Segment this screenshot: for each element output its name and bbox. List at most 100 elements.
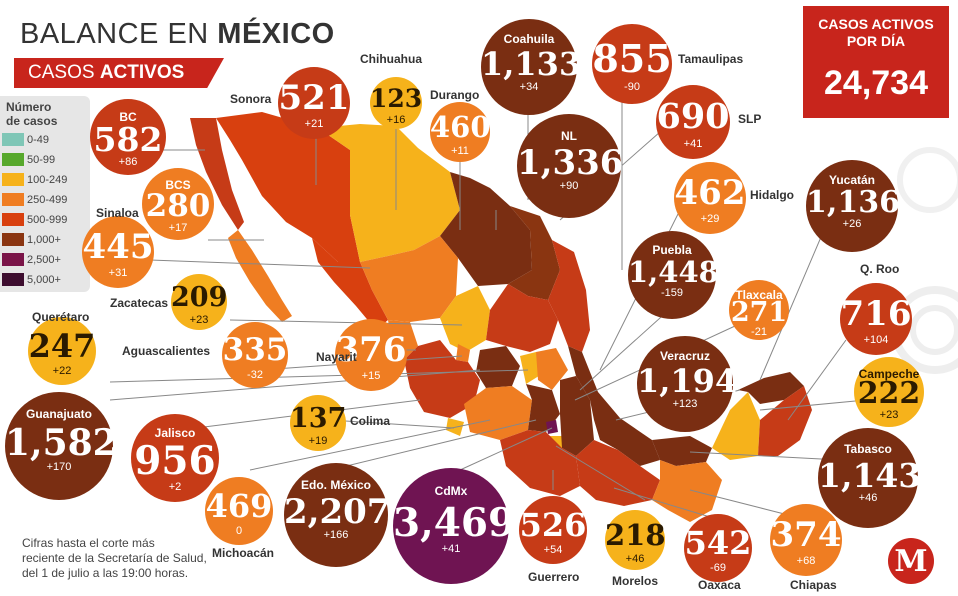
- state-delta: +46: [625, 553, 645, 565]
- state-name: Jalisco: [154, 426, 196, 440]
- state-bubble-bcs: BCS 280 +17: [142, 168, 214, 240]
- state-bubble-tlaxcala: Tlaxcala 271 -21: [729, 280, 789, 340]
- legend: Número de casos 0-49 50-99 100-249 250-499 50…: [0, 96, 90, 292]
- state-delta: +86: [118, 156, 138, 168]
- state-delta: +68: [796, 555, 816, 567]
- state-value: 1,336: [517, 143, 624, 183]
- legend-label: 0-49: [27, 133, 50, 146]
- legend-title: Número de casos: [6, 100, 58, 128]
- state-coahuila: [440, 172, 532, 286]
- state-bubble-guerrero: 526 +54: [519, 496, 587, 564]
- state-value: 462: [674, 173, 746, 213]
- state-name: Edo. México: [300, 478, 371, 492]
- state-value: 376: [335, 330, 407, 370]
- legend-item: 2,500+: [2, 252, 61, 267]
- state-bubble-chiapas: 374 +68: [770, 504, 842, 576]
- state-name-label: Michoacán: [212, 546, 275, 560]
- state-value: 209: [171, 282, 228, 313]
- footnote-line: reciente de la Secretaría de Salud,: [22, 551, 207, 565]
- state-value: 1,582: [5, 422, 118, 464]
- state-name: Yucatán: [828, 173, 876, 187]
- state-value: 271: [730, 297, 788, 328]
- state-bubble-veracruz: Veracruz 1,194 +123: [637, 336, 738, 432]
- legend-item: 1,000+: [2, 232, 61, 247]
- state-name-label: Aguascalientes: [122, 344, 211, 358]
- state-name: Campeche: [858, 367, 920, 381]
- state-name-label: Durango: [430, 88, 480, 102]
- state-bubble-coahuila: Coahuila 1,133 +34: [481, 19, 581, 115]
- kpi-label: CASOS ACTIVOS POR DÍA: [818, 16, 934, 49]
- state-bubble-tamaulipas: 855 -90: [592, 24, 672, 104]
- legend-label: 2,500+: [27, 253, 61, 266]
- legend-swatch: [2, 253, 24, 266]
- legend-swatch: [2, 213, 24, 226]
- legend-item: 250-499: [2, 192, 67, 207]
- footnote: Cifras hasta el corte más reciente de la…: [22, 536, 207, 581]
- state-delta: -21: [751, 326, 767, 338]
- state-name: Guanajuato: [25, 407, 92, 421]
- legend-label: 500-999: [27, 213, 68, 226]
- state-bubble-edo-m-xico: Edo. México 2,207 +166: [284, 463, 390, 567]
- state-bubble-michoac-n: 469 0: [205, 477, 273, 545]
- page-subtitle: CASOS ACTIVOS: [14, 58, 224, 88]
- state-name-label: Tamaulipas: [678, 52, 744, 66]
- state-bubble-yucat-n: Yucatán 1,136 +26: [806, 160, 900, 252]
- state-delta: +16: [386, 114, 406, 126]
- state-value: 1,194: [637, 362, 738, 400]
- state-delta: +31: [108, 267, 128, 279]
- state-bubble-nl: NL 1,336 +90: [517, 114, 624, 218]
- state-guerrero: [500, 430, 580, 496]
- state-value: 374: [770, 515, 842, 555]
- state-delta: +15: [361, 370, 381, 382]
- state-name: Tabasco: [844, 442, 892, 456]
- state-delta: +54: [543, 544, 563, 556]
- state-bubble-slp: 690 +41: [656, 85, 730, 159]
- state-name-label: Zacatecas: [110, 296, 169, 310]
- state-value: 218: [605, 518, 666, 552]
- state-value: 716: [840, 294, 912, 334]
- state-value: 521: [278, 78, 350, 118]
- state-delta: +166: [323, 529, 349, 541]
- footnote-line: Cifras hasta el corte más: [22, 536, 155, 550]
- legend-label: 250-499: [27, 193, 68, 206]
- state-delta: -69: [710, 562, 726, 574]
- state-sinaloa: [312, 238, 388, 330]
- state-delta: +123: [672, 398, 698, 410]
- state-bubble-sinaloa: 445 +31: [82, 216, 154, 288]
- state-value: 3,469: [393, 500, 516, 546]
- state-name-label: Sonora: [230, 92, 272, 106]
- state-bubble-zacatecas: 209 +23: [171, 274, 227, 330]
- state-name-label: Q. Roo: [860, 262, 900, 276]
- decorative-ring: [910, 305, 958, 355]
- state-bubble-bc: BC 582 +86: [90, 99, 166, 175]
- state-bubble-guanajuato: Guanajuato 1,582 +170: [5, 392, 118, 500]
- decorative-ring: [897, 147, 958, 213]
- legend-swatch: [2, 153, 24, 166]
- state-value: 137: [290, 403, 347, 434]
- state-value: 335: [222, 332, 288, 368]
- state-bubble-jalisco: Jalisco 956 +2: [131, 414, 219, 502]
- state-name: BC: [119, 110, 137, 124]
- state-value: 123: [370, 84, 423, 113]
- state-zacatecas: [440, 286, 490, 352]
- state-delta: +11: [451, 145, 469, 157]
- state-bubble-nayarit: 376 +15: [335, 319, 407, 391]
- legend-label: 50-99: [27, 153, 56, 166]
- state-veracruz: [568, 346, 660, 466]
- state-name-label: Colima: [350, 414, 391, 428]
- state-delta: 0: [235, 525, 243, 537]
- state-bubble-morelos: 218 +46: [605, 510, 666, 570]
- state-name-label: Chiapas: [790, 578, 837, 592]
- state-bubble-sonora: 521 +21: [278, 67, 350, 139]
- milenio-logo: M: [888, 538, 934, 584]
- legend-item: 5,000+: [2, 272, 61, 287]
- legend-label: 1,000+: [27, 233, 61, 246]
- state-value: 280: [145, 188, 211, 224]
- state-name-label: Morelos: [612, 574, 659, 588]
- state-name: Tlaxcala: [735, 288, 783, 302]
- state-value: 1,448: [628, 255, 719, 289]
- state-value: 469: [205, 487, 273, 525]
- state-name-label: Querétaro: [32, 310, 90, 324]
- state-value: 1,143: [818, 456, 922, 495]
